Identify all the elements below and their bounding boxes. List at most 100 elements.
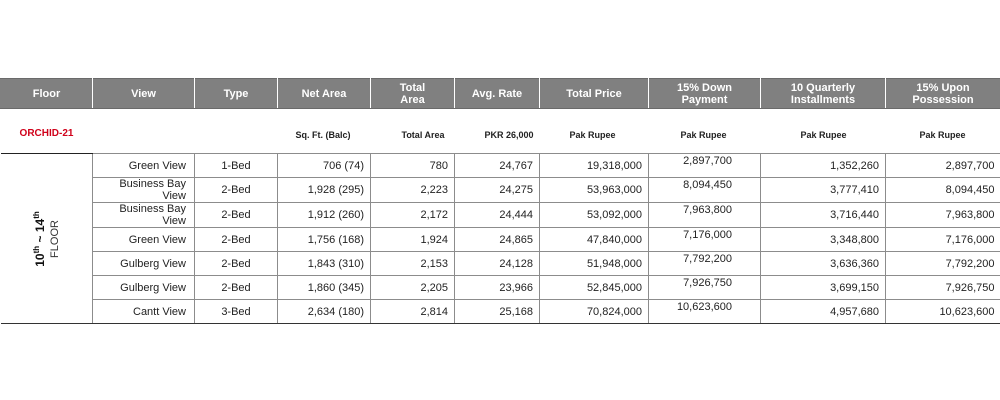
- floor-from: 10: [33, 252, 48, 267]
- subheader-down-payment: Pak Rupee: [680, 130, 727, 140]
- cell-possession: 7,963,800: [885, 202, 1000, 228]
- cell-down-payment: 7,176,000: [648, 227, 761, 252]
- cell-total-area: 2,153: [370, 251, 455, 276]
- cell-avg-rate: 24,767: [454, 153, 540, 178]
- cell-quarterly: 1,352,260: [760, 153, 886, 178]
- cell-down-payment: 2,897,700: [648, 153, 761, 178]
- cell-possession: 8,094,450: [885, 177, 1000, 203]
- table-row: Cantt View 3-Bed 2,634 (180) 2,814 25,16…: [1, 299, 1000, 324]
- cell-view: Gulberg View: [92, 275, 195, 300]
- cell-view: Green View: [92, 153, 195, 178]
- table-row: Gulberg View 2-Bed 1,843 (310) 2,153 24,…: [1, 251, 1000, 276]
- cell-down-payment: 10,623,600: [648, 299, 761, 324]
- subheader-type-empty: [195, 109, 278, 154]
- cell-quarterly: 3,699,150: [760, 275, 886, 300]
- cell-down-payment: 7,792,200: [648, 251, 761, 276]
- cell-total-area: 2,223: [370, 177, 455, 203]
- header-total-area: Total Area: [370, 78, 455, 109]
- cell-type: 2-Bed: [194, 227, 278, 252]
- subheader-view-empty: [93, 109, 195, 154]
- cell-quarterly: 4,957,680: [760, 299, 886, 324]
- cell-net-area: 1,756 (168): [277, 227, 371, 252]
- cell-total-area: 2,814: [370, 299, 455, 324]
- cell-avg-rate: 24,128: [454, 251, 540, 276]
- floor-range: 10th ~ 14th: [29, 211, 48, 267]
- floor-separator: ~: [33, 231, 48, 246]
- header-avg-rate: Avg. Rate: [454, 78, 540, 109]
- header-total-price: Total Price: [539, 78, 649, 109]
- cell-possession: 7,176,000: [885, 227, 1000, 252]
- header-view: View: [92, 78, 195, 109]
- subheader-total-area: Total Area: [401, 130, 445, 140]
- cell-total-price: 53,092,000: [539, 202, 649, 228]
- subheader-row: ORCHID-21 Sq. Ft. (Balc) Total Area PKR …: [0, 108, 1000, 154]
- cell-down-payment: 7,963,800: [648, 202, 761, 228]
- cell-type: 1-Bed: [194, 153, 278, 178]
- cell-down-payment: 7,926,750: [648, 275, 761, 300]
- cell-quarterly: 3,716,440: [760, 202, 886, 228]
- cell-type: 2-Bed: [194, 177, 278, 203]
- floor-to-suffix: th: [32, 210, 42, 219]
- cell-view: Green View: [92, 227, 195, 252]
- floor-from-suffix: th: [32, 245, 42, 253]
- subheader-quarterly: Pak Rupee: [800, 130, 847, 140]
- cell-view: Cantt View: [92, 299, 195, 324]
- table-row: Gulberg View 2-Bed 1,860 (345) 2,205 23,…: [1, 275, 1000, 300]
- cell-total-price: 19,318,000: [539, 153, 649, 178]
- cell-total-price: 53,963,000: [539, 177, 649, 203]
- header-type: Type: [194, 78, 278, 109]
- cell-type: 3-Bed: [194, 299, 278, 324]
- header-down-payment: 15% Down Payment: [648, 78, 761, 109]
- pricing-sheet: Floor View Type Net Area Total Area Avg.…: [0, 78, 1000, 324]
- cell-type: 2-Bed: [194, 275, 278, 300]
- floor-to: 14: [33, 218, 48, 232]
- subheader-avg-rate: PKR 26,000: [484, 130, 534, 140]
- subheader-possession: Pak Rupee: [919, 130, 966, 140]
- cell-net-area: 2,634 (180): [277, 299, 371, 324]
- cell-total-price: 51,948,000: [539, 251, 649, 276]
- table-row: Business Bay View 2-Bed 1,928 (295) 2,22…: [1, 177, 1000, 203]
- cell-possession: 7,792,200: [885, 251, 1000, 276]
- table-row: 10th ~ 14th FLOOR Green View 1-Bed 706 (…: [0, 153, 1000, 324]
- pricing-table: Floor View Type Net Area Total Area Avg.…: [0, 78, 1000, 324]
- cell-quarterly: 3,636,360: [760, 251, 886, 276]
- cell-avg-rate: 24,865: [454, 227, 540, 252]
- cell-view: Gulberg View: [92, 251, 195, 276]
- cell-view: Business Bay View: [92, 177, 195, 203]
- cell-quarterly: 3,348,800: [760, 227, 886, 252]
- cell-total-area: 2,205: [370, 275, 455, 300]
- header-floor: Floor: [0, 78, 93, 109]
- cell-type: 2-Bed: [194, 251, 278, 276]
- cell-total-price: 52,845,000: [539, 275, 649, 300]
- cell-net-area: 1,912 (260): [277, 202, 371, 228]
- table-row: Green View 2-Bed 1,756 (168) 1,924 24,86…: [1, 227, 1000, 252]
- subheader-total-price: Pak Rupee: [569, 130, 616, 140]
- cell-view: Business Bay View: [92, 202, 195, 228]
- cell-net-area: 1,843 (310): [277, 251, 371, 276]
- subheader-section: ORCHID-21 Sq. Ft. (Balc) Total Area PKR …: [0, 108, 1000, 154]
- project-name: ORCHID-21: [0, 108, 93, 154]
- header-quarterly-installments: 10 Quarterly Installments: [760, 78, 886, 109]
- cell-down-payment: 8,094,450: [648, 177, 761, 203]
- unit-rows: 10th ~ 14th FLOOR Green View 1-Bed 706 (…: [0, 153, 1000, 324]
- cell-total-price: 47,840,000: [539, 227, 649, 252]
- cell-net-area: 1,928 (295): [277, 177, 371, 203]
- cell-possession: 2,897,700: [885, 153, 1000, 178]
- cell-avg-rate: 25,168: [454, 299, 540, 324]
- cell-type: 2-Bed: [194, 202, 278, 228]
- cell-total-area: 2,172: [370, 202, 455, 228]
- table-row: Business Bay View 2-Bed 1,912 (260) 2,17…: [1, 202, 1000, 228]
- floor-label: 10th ~ 14th FLOOR: [29, 211, 63, 267]
- header-upon-possession: 15% Upon Possession: [885, 78, 1000, 109]
- cell-total-price: 70,824,000: [539, 299, 649, 324]
- cell-net-area: 706 (74): [277, 153, 371, 178]
- cell-total-area: 1,924: [370, 227, 455, 252]
- cell-avg-rate: 23,966: [454, 275, 540, 300]
- table-header: Floor View Type Net Area Total Area Avg.…: [0, 78, 1000, 109]
- cell-total-area: 780: [370, 153, 455, 178]
- cell-possession: 10,623,600: [885, 299, 1000, 324]
- cell-quarterly: 3,777,410: [760, 177, 886, 203]
- cell-avg-rate: 24,275: [454, 177, 540, 203]
- subheader-net-area: Sq. Ft. (Balc): [295, 130, 351, 140]
- cell-avg-rate: 24,444: [454, 202, 540, 228]
